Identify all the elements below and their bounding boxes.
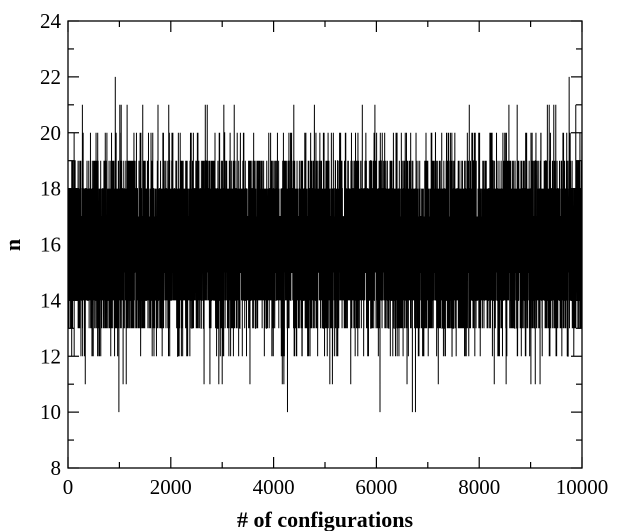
y-tick-label: 14 [40, 288, 62, 312]
plot-area [67, 76, 583, 413]
y-tick-labels: 8 10 12 14 16 18 20 22 24 [40, 9, 62, 480]
y-tick-label: 22 [40, 65, 61, 89]
y-tick-label: 16 [40, 233, 61, 257]
y-tick-label: 10 [40, 400, 61, 424]
y-tick-label: 24 [40, 9, 62, 33]
y-tick-label: 8 [51, 456, 62, 480]
axis-ticks [67, 20, 583, 469]
x-tick-label: 2000 [150, 475, 192, 499]
x-tick-labels: 0 2000 4000 6000 8000 10000 [63, 475, 609, 499]
x-tick-label: 6000 [355, 475, 397, 499]
x-tick-label: 10000 [556, 475, 609, 499]
series-line [67, 76, 583, 413]
x-tick-label: 8000 [458, 475, 500, 499]
y-tick-label: 12 [40, 344, 61, 368]
y-tick-label: 18 [40, 177, 61, 201]
y-tick-label: 20 [40, 121, 61, 145]
x-axis-label: # of configurations [237, 507, 413, 531]
x-tick-label: 0 [63, 475, 74, 499]
x-tick-label: 4000 [253, 475, 295, 499]
y-axis-label: n [0, 239, 25, 251]
